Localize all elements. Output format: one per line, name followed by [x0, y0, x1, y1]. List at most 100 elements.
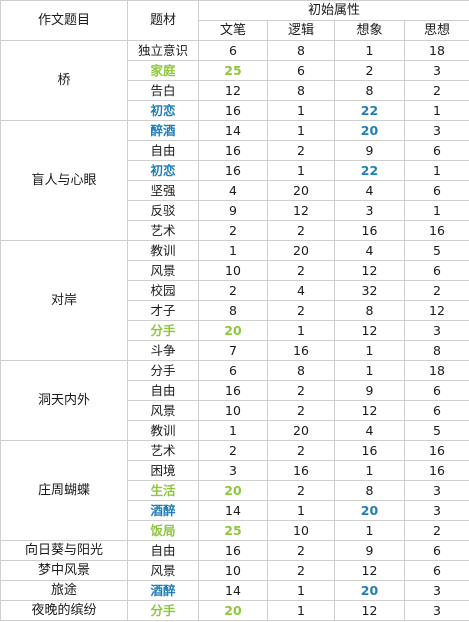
table-row: 对岸 教训 1 20 4 5 [0, 240, 469, 361]
wenbi-value: 16 [198, 160, 268, 181]
table-row: 教训 1 20 4 5 [1, 420, 469, 441]
luoji-value: 2 [267, 440, 335, 461]
wenbi-value: 20 [198, 320, 268, 341]
luoji-value: 2 [267, 220, 335, 241]
wenbi-value: 16 [198, 140, 268, 161]
topic-cell: 自由 [127, 380, 199, 401]
sixiang-value: 2 [403, 520, 469, 541]
essay-title-cell: 梦中风景 [0, 560, 128, 581]
sixiang-value: 6 [403, 400, 469, 421]
sixiang-value: 6 [403, 560, 469, 581]
luoji-value: 16 [267, 340, 335, 361]
sixiang-value: 3 [403, 580, 469, 601]
table-row: 庄周蝴蝶 艺术 2 2 16 16 [0, 440, 469, 541]
sixiang-value: 2 [403, 80, 469, 101]
topic-cell: 自由 [127, 540, 199, 561]
wenbi-value: 6 [198, 40, 268, 61]
xiangxiang-value: 3 [334, 200, 405, 221]
luoji-value: 1 [267, 120, 335, 141]
xiangxiang-value: 12 [334, 600, 405, 621]
wenbi-value: 2 [198, 440, 268, 461]
topic-cell: 独立意识 [127, 40, 199, 61]
xiangxiang-value: 12 [334, 260, 405, 281]
wenbi-value: 8 [198, 300, 268, 321]
wenbi-value: 20 [198, 600, 268, 621]
topic-cell: 校园 [127, 280, 199, 301]
xiangxiang-value: 16 [334, 440, 405, 461]
table-row: 风景 10 2 12 6 [1, 260, 469, 281]
topic-cell: 饭局 [127, 520, 199, 541]
luoji-value: 8 [267, 80, 335, 101]
table-row: 斗争 7 16 1 8 [1, 340, 469, 361]
sixiang-value: 5 [403, 240, 469, 261]
topic-cell: 告白 [127, 80, 199, 101]
topic-cell: 教训 [127, 240, 199, 261]
xiangxiang-value: 1 [334, 520, 405, 541]
topic-cell: 困境 [127, 460, 199, 481]
xiangxiang-value: 20 [334, 500, 405, 521]
wenbi-value: 12 [198, 80, 268, 101]
sixiang-value: 5 [403, 420, 469, 441]
wenbi-value: 20 [198, 480, 268, 501]
wenbi-value: 2 [198, 280, 268, 301]
wenbi-value: 1 [198, 420, 268, 441]
wenbi-value: 1 [198, 240, 268, 261]
sixiang-value: 6 [403, 540, 469, 561]
xiangxiang-value: 1 [334, 40, 405, 61]
table-row: 才子 8 2 8 12 [1, 300, 469, 321]
table-row: 初恋 16 1 22 1 [1, 100, 469, 121]
luoji-value: 2 [267, 300, 335, 321]
wenbi-value: 6 [198, 360, 268, 381]
xiangxiang-value: 12 [334, 400, 405, 421]
luoji-value: 20 [267, 240, 335, 261]
topic-cell: 坚强 [127, 180, 199, 201]
table-row: 梦中风景 风景 10 2 12 6 [0, 560, 469, 581]
wenbi-value: 25 [198, 520, 268, 541]
luoji-value: 4 [267, 280, 335, 301]
wenbi-value: 10 [198, 400, 268, 421]
header-attr-wenbi: 文笔 [198, 20, 268, 41]
sixiang-value: 16 [403, 460, 469, 481]
topic-cell: 艺术 [127, 220, 199, 241]
luoji-value: 12 [267, 200, 335, 221]
wenbi-value: 25 [198, 60, 268, 81]
table-row: 酒醉 14 1 20 3 [1, 500, 469, 521]
xiangxiang-value: 4 [334, 420, 405, 441]
wenbi-value: 16 [198, 380, 268, 401]
wenbi-value: 14 [198, 500, 268, 521]
sixiang-value: 12 [403, 300, 469, 321]
xiangxiang-value: 1 [334, 340, 405, 361]
luoji-value: 2 [267, 260, 335, 281]
wenbi-value: 14 [198, 580, 268, 601]
topic-cell: 醉酒 [127, 120, 199, 141]
header-initial-attributes: 初始属性 [197, 0, 469, 21]
table-row: 分手 20 1 12 3 [1, 320, 469, 341]
sixiang-value: 6 [403, 380, 469, 401]
topic-cell: 初恋 [127, 160, 199, 181]
table-body: 桥独立意识 6 8 1 18 家庭 25 6 2 3 告白 12 8 8 2 初恋 16 1 22 1 盲人与心眼 醉酒 1… [0, 40, 469, 621]
xiangxiang-value: 32 [334, 280, 405, 301]
essay-title-cell: 旅途 [0, 580, 128, 601]
wenbi-value: 10 [198, 260, 268, 281]
sixiang-value: 3 [403, 600, 469, 621]
sixiang-value: 3 [403, 480, 469, 501]
luoji-value: 1 [267, 320, 335, 341]
luoji-value: 2 [267, 380, 335, 401]
table-row: 向日葵与阳光 自由 16 2 9 6 [0, 540, 469, 561]
xiangxiang-value: 4 [334, 180, 405, 201]
xiangxiang-value: 12 [334, 320, 405, 341]
essay-title-cell: 对岸 [0, 240, 128, 361]
xiangxiang-value: 9 [334, 140, 405, 161]
luoji-value: 1 [267, 100, 335, 121]
xiangxiang-value: 1 [334, 460, 405, 481]
luoji-value: 2 [267, 540, 335, 561]
wenbi-value: 2 [198, 220, 268, 241]
sixiang-value: 6 [403, 140, 469, 161]
wenbi-value: 3 [198, 460, 268, 481]
topic-cell: 分手 [127, 320, 199, 341]
table-row: 夜晚的缤纷 分手 20 1 12 3 [0, 600, 469, 621]
table-row: 校园 2 4 32 2 [1, 280, 469, 301]
topic-cell: 酒醉 [127, 500, 199, 521]
sixiang-value: 18 [403, 360, 469, 381]
topic-cell: 反驳 [127, 200, 199, 221]
